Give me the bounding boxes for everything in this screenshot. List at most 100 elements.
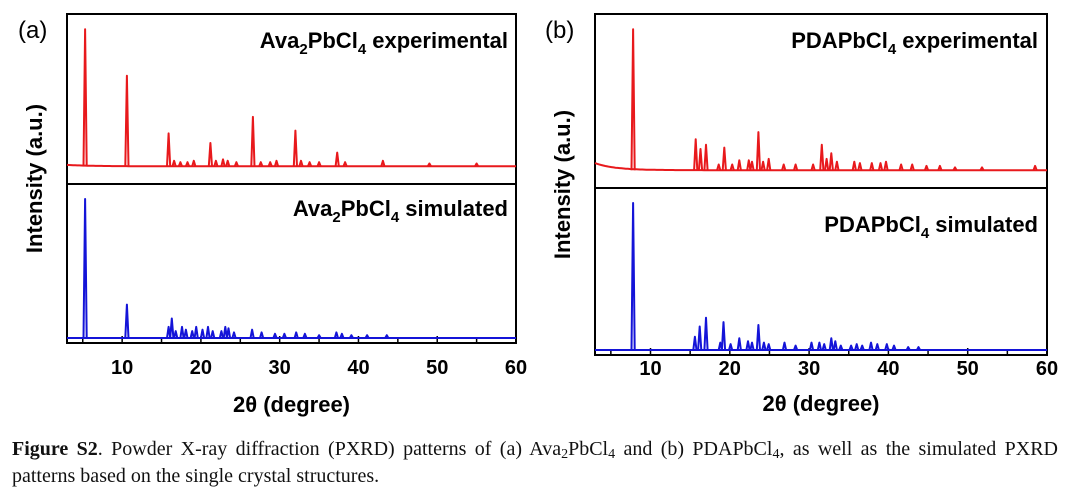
- peak: [755, 131, 761, 171]
- peak: [82, 28, 88, 167]
- caption-sub-3: 4: [772, 447, 780, 462]
- x-tick-label: 20: [190, 357, 212, 379]
- peak: [259, 331, 265, 339]
- peak: [766, 343, 772, 351]
- peak: [808, 341, 815, 351]
- peak: [854, 343, 860, 351]
- peak: [380, 159, 386, 167]
- peak: [891, 344, 897, 351]
- panel-a: 10 20 30 40 50 60 2θ (degree) Intensity (a.u.) (…: [18, 13, 527, 417]
- peak: [273, 159, 280, 167]
- x-axis-label: 2θ (degree): [762, 391, 879, 416]
- peak: [339, 332, 345, 339]
- peak: [828, 337, 834, 351]
- peak: [292, 129, 298, 167]
- peak: [124, 303, 130, 339]
- caption-text-2: PbCl: [568, 438, 609, 460]
- peak: [760, 160, 766, 171]
- peak: [267, 161, 273, 167]
- peak: [909, 163, 915, 171]
- panel-label: (b): [545, 17, 574, 44]
- peak: [851, 160, 857, 171]
- peak: [859, 344, 865, 351]
- x-tick-label: 60: [505, 357, 527, 379]
- peak: [316, 161, 322, 167]
- caption-sub-2: 4: [608, 447, 616, 462]
- peak: [905, 346, 911, 351]
- x-tick-label: 10: [639, 358, 661, 380]
- peak: [745, 340, 751, 351]
- caption-text-4: , as well as the simulated PXRD patterns…: [12, 438, 1058, 487]
- peak: [874, 343, 880, 351]
- peak: [761, 341, 767, 351]
- peak: [816, 341, 822, 351]
- peak: [342, 161, 348, 167]
- peak: [474, 162, 480, 167]
- y-axis-label: Intensity (a.u.): [550, 110, 575, 259]
- peak: [179, 325, 185, 339]
- baseline-trace: [66, 163, 516, 168]
- peak: [693, 138, 699, 171]
- peak: [781, 163, 787, 171]
- peak: [749, 160, 755, 171]
- y-axis-label: Intensity (a.u.): [22, 104, 47, 253]
- peak: [819, 143, 825, 171]
- x-tick-label: 60: [1036, 358, 1058, 380]
- peak: [302, 332, 308, 339]
- peak: [979, 166, 985, 171]
- peak: [348, 334, 354, 339]
- peak: [183, 328, 189, 339]
- caption-text-3: and (b) PDAPbCl: [615, 438, 773, 460]
- peak: [697, 325, 703, 351]
- series-experimental: Ava2PbCl4 experimental: [66, 28, 516, 168]
- peak: [193, 325, 199, 339]
- peak: [316, 334, 322, 339]
- x-tick-label: 50: [426, 357, 448, 379]
- peak: [233, 161, 239, 167]
- peak: [307, 161, 313, 167]
- x-tick-label: 30: [798, 358, 820, 380]
- peak: [334, 151, 340, 167]
- peak: [222, 325, 228, 339]
- peak: [166, 132, 172, 167]
- peak: [869, 162, 875, 171]
- series-label: Ava2PbCl4 simulated: [293, 196, 508, 226]
- peak: [171, 159, 177, 167]
- pxrd-figure: 10 20 30 40 50 60 2θ (degree) Intensity (a.u.) (…: [18, 13, 1058, 417]
- peak: [884, 343, 890, 351]
- peak: [749, 341, 755, 351]
- peak: [736, 337, 742, 351]
- peak: [225, 327, 232, 339]
- peak: [177, 161, 183, 167]
- series-simulated: Ava2PbCl4 simulated: [67, 196, 516, 339]
- peak: [630, 202, 636, 351]
- peak: [703, 143, 709, 171]
- peak: [728, 343, 734, 351]
- peak: [364, 334, 370, 339]
- peak: [225, 159, 231, 167]
- peak: [213, 159, 219, 167]
- peak: [207, 142, 213, 167]
- peak: [821, 343, 827, 351]
- peak: [736, 159, 742, 171]
- peak: [729, 163, 735, 171]
- peak: [220, 158, 226, 167]
- x-tick-label: 40: [877, 358, 899, 380]
- peak: [281, 332, 287, 339]
- peak: [848, 344, 854, 351]
- peak: [793, 344, 799, 351]
- panel-label: (a): [18, 17, 47, 44]
- peak: [828, 152, 834, 171]
- peak: [703, 316, 709, 351]
- peak: [834, 160, 840, 171]
- x-axis-label: 2θ (degree): [233, 392, 350, 417]
- peak: [630, 28, 636, 171]
- peak: [766, 157, 772, 171]
- peak: [272, 332, 278, 339]
- peak: [426, 162, 432, 167]
- peak: [952, 166, 958, 171]
- peak: [249, 328, 255, 339]
- peak: [184, 161, 191, 167]
- peak: [199, 328, 206, 339]
- series-experimental: PDAPbCl4 experimental: [594, 28, 1047, 172]
